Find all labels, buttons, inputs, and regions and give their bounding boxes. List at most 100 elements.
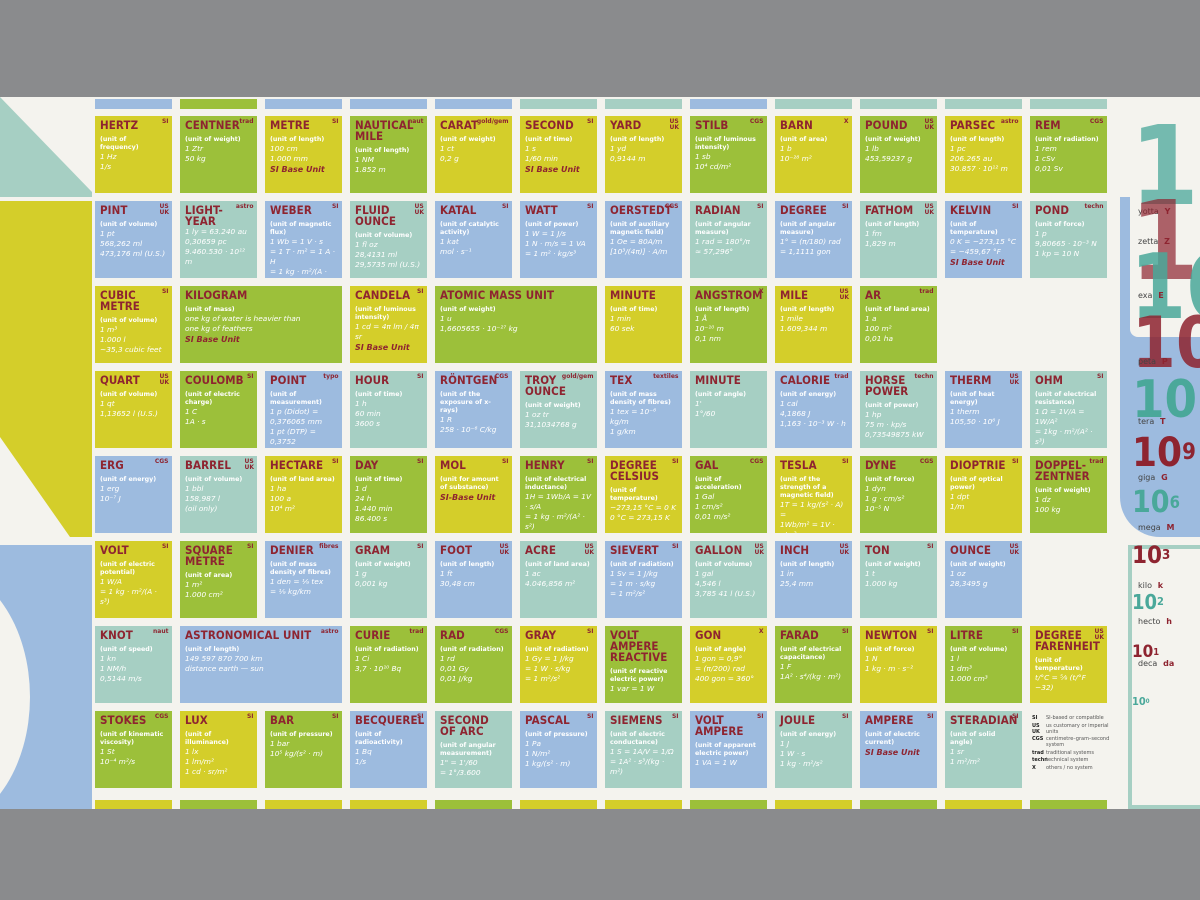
unit-quantity: (unit for amount of substance) <box>440 476 499 491</box>
system-tag: US UK <box>1094 628 1105 641</box>
unit-name: CANDELA <box>355 288 411 302</box>
unit-cell: ANGSTROM X (unit of length) 1 Å 10⁻¹⁰ m 0,1… <box>690 286 767 363</box>
si-base-note: SI Base Unit <box>185 335 240 344</box>
unit-name: ASTRONOMICAL UNIT <box>185 628 312 642</box>
unit-value: 1 p (Didot) = 0,376065 mm 1 pt (DTP) = 0… <box>270 407 323 446</box>
si-base-note: SI Base Unit <box>950 258 1005 267</box>
unit-quantity: (unit of electric current) <box>865 731 920 746</box>
unit-value: 1 Gy = 1 J/kg = 1 W · s/kg = 1 m²/s² <box>525 654 574 683</box>
prefix-number: 103 <box>1132 543 1170 567</box>
unit-name: STILB <box>695 118 729 132</box>
system-tag: CGS <box>919 458 934 465</box>
top-strip <box>350 99 427 109</box>
legend-text: traditional systems <box>1046 749 1094 756</box>
unit-quantity: (unit of electrical resistance) <box>1035 391 1097 406</box>
unit-cell: RÖNTGEN CGS (unit of the exposure of x-ray… <box>435 371 512 448</box>
system-tag: SI <box>671 543 679 550</box>
unit-value: 1 Bq 1/s <box>355 747 372 766</box>
unit-value: 1 hp 75 m · kp/s 0,73549875 kW <box>865 410 924 439</box>
system-tag: US UK <box>669 118 680 131</box>
system-tag: trad <box>239 118 254 125</box>
unit-quantity: (unit of time) <box>610 306 658 313</box>
unit-name: OUNCE <box>950 543 992 557</box>
unit-value: 1 W/A = 1 kg · m²/(A · s³) <box>100 577 157 606</box>
unit-name: REM <box>1035 118 1061 132</box>
system-tag: SI <box>926 713 934 720</box>
bottom-strip <box>605 800 682 809</box>
unit-name: INCH <box>780 543 810 557</box>
unit-quantity: (unit of length) <box>270 136 325 143</box>
unit-quantity: (unit of weight) <box>440 306 496 313</box>
unit-name: FATHOM <box>865 203 914 217</box>
system-tag: CGS <box>154 458 169 465</box>
unit-cell: POND techn (unit of force) 1 p 9,80665 · 10… <box>1030 201 1107 278</box>
unit-cell: LUX SI (unit of illuminance) 1 lx 1 lm/m² 1… <box>180 711 257 788</box>
unit-cell: CALORIE trad (unit of energy) 1 cal 4,1868 … <box>775 371 852 448</box>
unit-quantity: (unit of radiation) <box>355 646 419 653</box>
unit-quantity: (unit of temperature) <box>950 221 998 236</box>
unit-name: AR <box>865 288 882 302</box>
system-tag: astro <box>1000 118 1019 125</box>
system-tag: US UK <box>1009 373 1020 386</box>
prefix-name: yotta Y <box>1138 207 1170 216</box>
unit-name: GRAY <box>525 628 557 642</box>
prefix-symbol: da <box>1160 659 1175 668</box>
unit-value: 1 St 10⁻⁴ m²/s <box>100 747 136 766</box>
unit-name: RADIAN <box>695 203 741 217</box>
unit-value: 1 S = 1A/V = 1/Ω = 1A² · s³/(kg · m²) <box>610 747 674 776</box>
system-tag: SI <box>416 288 424 295</box>
unit-cell: TROY OUNCE gold/gem (unit of weight) 1 oz t… <box>520 371 597 448</box>
system-tag: SI <box>1011 713 1019 720</box>
prefix-base: 10 <box>1132 302 1200 384</box>
prefix-word: deca <box>1138 659 1158 668</box>
prefix-symbol: P <box>1159 357 1168 366</box>
system-tag: SI <box>756 203 764 210</box>
unit-name: SQUARE METRE <box>185 543 233 568</box>
unit-value: 100 cm 1.000 mm <box>270 144 308 163</box>
unit-cell: HENRY SI (unit of electrical inductance) 1H… <box>520 456 597 533</box>
unit-name: DIOPTRIE <box>950 458 1006 472</box>
unit-value: 1 W = 1 J/s 1 N · m/s = 1 VA = 1 m² · kg… <box>525 229 586 258</box>
unit-value: 1 g 0,001 kg <box>355 569 388 588</box>
unit-value: 1H = 1Wb/A = 1V · s/A = 1 kg · m²/(A² · … <box>525 492 592 531</box>
unit-quantity: (unit of frequency) <box>100 136 139 151</box>
unit-quantity: (unit of time) <box>355 476 403 483</box>
unit-value: 1 therm 105,50 · 10⁶ J <box>950 407 1000 426</box>
unit-cell: DEGREE FARENHEIT US UK (unit of temperatur… <box>1030 626 1107 703</box>
unit-cell: ASTRONOMICAL UNIT astro (unit of length) 14… <box>180 626 342 703</box>
prefix-base: 10 <box>1132 590 1158 614</box>
bottom-strip <box>265 800 342 809</box>
unit-quantity: (unit of power) <box>865 402 919 409</box>
unit-quantity: (unit of solid angle) <box>950 731 996 746</box>
prefix-name: hecto h <box>1138 617 1172 626</box>
system-tag: SI <box>586 203 594 210</box>
unit-quantity: (unit of mass) <box>185 306 235 313</box>
unit-quantity: (unit of length) <box>610 136 665 143</box>
system-tag: SI <box>586 628 594 635</box>
bottom-strip <box>435 800 512 809</box>
prefix-base: 10 <box>1132 485 1170 520</box>
unit-cell: STERADIAN SI (unit of solid angle) 1 sr 1 m… <box>945 711 1022 788</box>
unit-name: KELVIN <box>950 203 992 217</box>
unit-cell: KELVIN SI (unit of temperature) 0 K = −273,… <box>945 201 1022 278</box>
unit-name: DAY <box>355 458 379 472</box>
system-tag: trad <box>1089 458 1104 465</box>
unit-name: NEWTON <box>865 628 918 642</box>
top-strip <box>95 99 172 109</box>
unit-value: 1 bbl 158,987 l (oil only) <box>185 484 220 513</box>
unit-value: 1 rem 1 cSv 0,01 Sv <box>1035 144 1063 173</box>
si-base-note: SI Base Unit <box>355 343 410 352</box>
unit-quantity: (unit of weight) <box>950 561 1006 568</box>
prefix-number: 10 <box>1130 243 1200 333</box>
unit-value: 1 C 1A · s <box>185 407 206 426</box>
unit-value: 1 cal 4,1868 J 1,163 · 10⁻³ W · h <box>780 399 846 428</box>
unit-value: 1 F 1A² · s⁴/(kg · m²) <box>780 662 842 681</box>
unit-cell: CARAT gold/gem (unit of weight) 1 ct 0,2 g <box>435 116 512 193</box>
unit-cell: KILOGRAM (unit of mass) one kg of water is… <box>180 286 342 363</box>
unit-quantity: (unit of force) <box>1035 221 1085 228</box>
system-tag: SI <box>841 458 849 465</box>
unit-name: FOOT <box>440 543 473 557</box>
system-tag: SI <box>331 203 339 210</box>
system-tag: SI <box>756 713 764 720</box>
system-tag: SI <box>161 543 169 550</box>
